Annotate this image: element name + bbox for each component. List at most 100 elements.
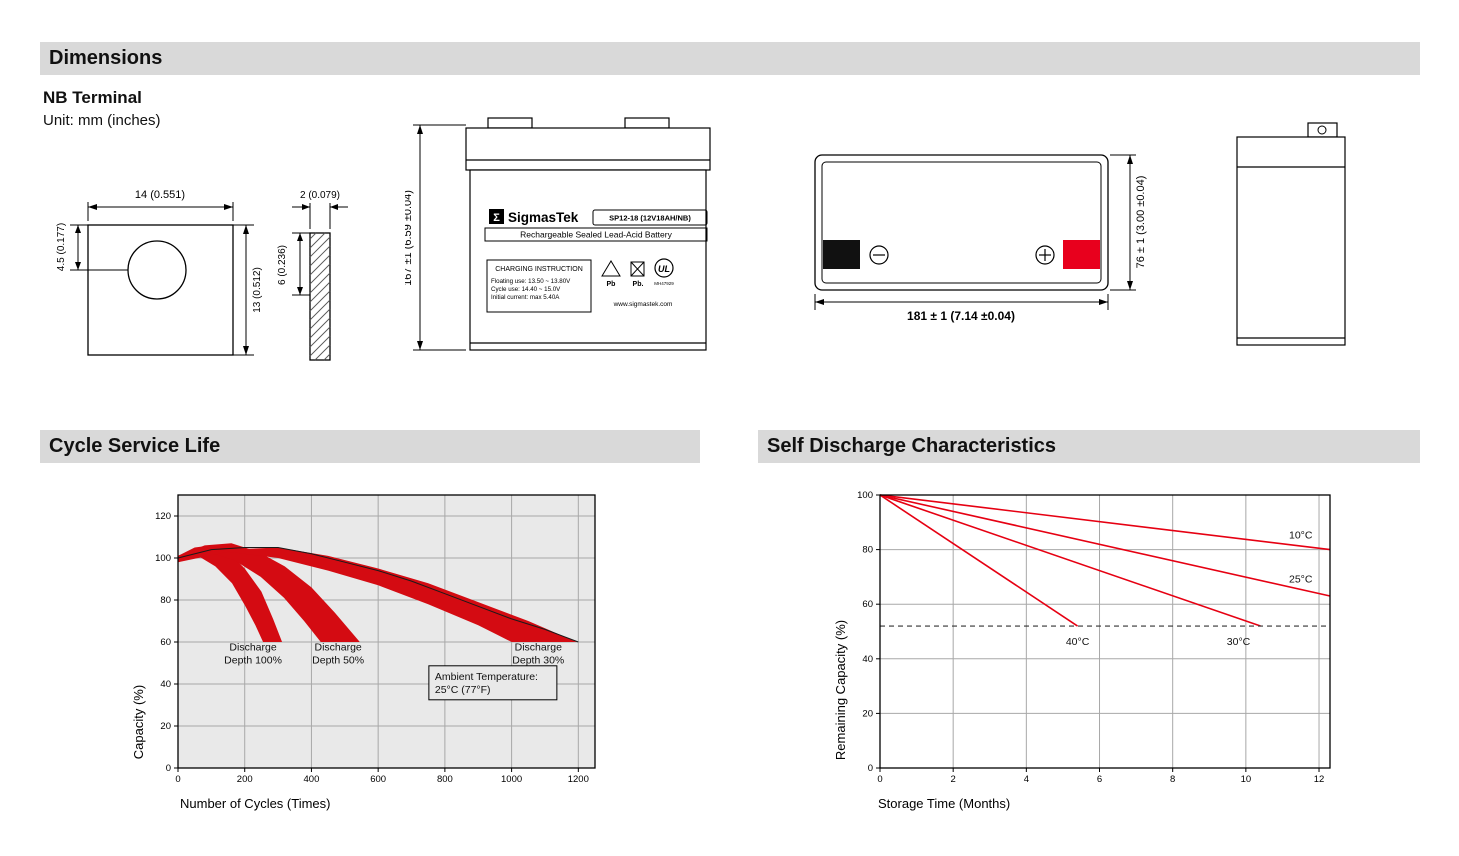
sigma-logo-box [489,209,504,224]
nb-terminal-title: NB Terminal [43,88,142,107]
y-tick-label: 40 [160,679,171,690]
chart-annotation: 25°C [1289,573,1313,585]
grid-lines [880,495,1330,768]
recycle-pb-icon: Pb [601,260,621,288]
terminal-thickness-dimension [292,203,348,229]
hatch-line [309,232,317,240]
y-tick-label: 120 [155,511,171,522]
plot-border [879,494,1331,769]
battery-height-dimension [413,124,466,351]
terminal-hole-offset-dimension [70,224,128,271]
x-tick-label: 0 [877,774,882,785]
x-tick-label: 400 [304,774,320,785]
terminal-height-label: 13 (0.512) [252,267,263,313]
x-tick-label: 1200 [568,774,589,785]
series-40-c [879,494,1079,627]
x-tick-label: 600 [370,774,386,785]
hatch-line [309,281,331,303]
y-tick-label: 0 [868,763,873,774]
ul-code: MH47929 [654,281,674,286]
chart-annotation: 40°C [1066,636,1090,648]
band-discharge-depth-100- [178,545,283,642]
subtitle-text: Rechargeable Sealed Lead-Acid Battery [520,230,672,240]
x-tick-label: 1000 [501,774,522,785]
series-25-c [879,494,1331,597]
self-discharge-chart: 0 2 4 6 8 10 12 0 20 40 60 80 100 Storage Time (Month… [833,490,1331,811]
x-axis-label: Storage Time (Months) [878,796,1010,811]
no-trash-pb-icon: Pb. [630,261,645,288]
y-tick-label: 60 [862,599,873,610]
hatch-line [309,308,331,330]
y-tick-label: 20 [160,721,171,732]
side-terminal-hole [1317,125,1327,135]
top-view-inner [821,161,1102,284]
y-tick-label: 0 [166,763,171,774]
dimensions-section-header: Dimensions [40,42,1420,75]
charging-line1: Floating use: 13.50 ~ 13.80V [491,278,571,285]
plot-background [880,495,1330,768]
chart-annotation: 10°C [1289,530,1313,542]
band-discharge-depth-30- [178,547,577,642]
charging-line2: Cycle use: 14.40 ~ 15.0V [491,286,561,293]
annotation-box [428,665,558,701]
negative-symbol-icon [869,245,889,265]
battery-top-view: 181 ± 1 (7.14 ±0.04) 76 ± 1 (3.00 ±0.04) [814,154,1147,323]
terminal-front-view: 14 (0.551) 4.5 (0.177) 13 (0.512) [56,189,263,356]
terminal-width-dimension [87,202,234,221]
positive-terminal [1063,240,1100,269]
y-axis-label: Remaining Capacity (%) [833,620,848,760]
y-tick-label: 40 [862,654,873,665]
model-box [592,209,708,226]
tick-labels: 0 2 4 6 8 10 12 0 20 40 60 80 100 [857,490,1324,785]
chart-annotation: 30°C [1227,636,1251,648]
side-terminal-tab [1307,122,1338,138]
battery-height-label: 167 ±1 (6.59 ±0.04) [405,190,414,286]
terminal-side-height-dimension [292,232,310,296]
hatch-line [309,232,326,249]
model-text: SP12-18 (12V18AH/NB) [609,214,691,223]
cycle-service-life-chart: 0 200 400 600 800 1000 1200 0 20 40 60 80 100 120 Numb… [131,494,596,811]
envelope-curve [177,547,579,643]
pb-label-2: Pb. [633,281,644,288]
battery-label: Σ SigmasTek SP12-18 (12V18AH/NB) Recharg… [484,209,708,313]
positive-symbol-icon [1035,245,1055,265]
hatch-line [309,317,331,339]
hatch-line [323,353,331,361]
ul-mark-icon: UL MH47929 [654,258,674,286]
dimensions-title: Dimensions [49,47,163,69]
battery-side-view [1236,122,1346,346]
x-tick-label: 8 [1170,774,1175,785]
terminal-thickness-label: 2 (0.079) [300,190,340,201]
self-discharge-title: Self Discharge Characteristics [767,435,1057,457]
terminal-hole-offset-label: 4.5 (0.177) [56,223,67,271]
y-tick-label: 80 [862,545,873,556]
pb-label-1: Pb [607,281,616,288]
y-tick-label: 100 [155,553,171,564]
series-30-c [879,494,1261,627]
y-tick-label: 100 [857,490,873,501]
cycle-service-life-title: Cycle Service Life [49,435,221,457]
self-discharge-header: Self Discharge Characteristics [758,430,1420,463]
charging-instruction-box [486,259,592,313]
hatch-line [309,236,331,258]
hatch-line [309,326,331,348]
website-text: www.sigmastek.com [613,301,673,308]
unit-label: Unit: mm (inches) [43,112,161,129]
hatch-line [309,335,331,357]
charging-title: CHARGING INSTRUCTION [495,266,583,273]
ul-text: UL [658,264,670,274]
x-tick-label: 12 [1314,774,1325,785]
hatch-line [314,344,331,361]
tick-labels: 0 200 400 600 800 1000 1200 0 20 40 60 80 100 120 [155,511,589,785]
subtitle-bar [484,227,708,242]
x-tick-label: 4 [1024,774,1029,785]
terminal-plate [87,224,234,356]
hatch-line [309,254,331,276]
chart-annotation: Discharge Depth 50% [312,641,364,666]
terminal-side-view: 2 (0.079) 6 (0.236) [277,190,348,361]
hatch-line [309,245,331,267]
terminal-section [309,232,331,361]
x-tick-label: 2 [951,774,956,785]
top-view-outer [814,154,1109,291]
y-tick-label: 80 [160,595,171,606]
